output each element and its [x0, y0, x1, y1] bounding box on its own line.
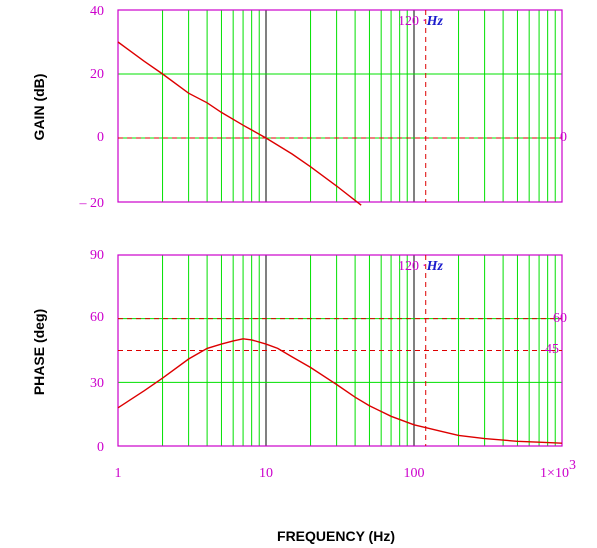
gain-marker-value: 120 [398, 14, 419, 29]
gain-marker-unit: Hz [426, 14, 444, 29]
gain-ytick-minus20: – 20 [79, 196, 105, 211]
phase-ytick-30: 30 [90, 376, 104, 391]
xtick-1000: 1×103 [540, 458, 576, 481]
gain-ytick-20: 20 [90, 67, 104, 82]
gain-ytick-0: 0 [97, 130, 104, 145]
xtick-1000-exp: 3 [569, 458, 576, 473]
phase-curve [117, 338, 563, 444]
xtick-10: 10 [259, 466, 273, 481]
xtick-100: 100 [404, 466, 425, 481]
phase-45-line-label: 45 [545, 342, 559, 357]
gain-marker-dot: · [422, 14, 427, 29]
phase-marker-unit: Hz [426, 259, 444, 274]
gain-ylabel: GAIN (dB) [31, 74, 47, 141]
gain-zero-line-label: 0 [560, 130, 567, 145]
phase-ytick-0: 0 [97, 440, 104, 455]
xtick-1000-base: 1×10 [540, 466, 569, 481]
phase-marker-value: 120 [398, 259, 419, 274]
gain-frame [117, 9, 563, 203]
xtick-1: 1 [115, 466, 122, 481]
gain-ytick-40: 40 [90, 4, 104, 19]
gain-marker-label: 120 ·Hz [398, 14, 444, 29]
phase-ytick-60: 60 [90, 310, 104, 325]
phase-marker-dot: · [422, 259, 427, 274]
chart-marks [117, 10, 563, 446]
phase-60-line-label: 60 [553, 311, 567, 326]
x-axis-label: FREQUENCY (Hz) [277, 528, 395, 544]
gain-curve [117, 41, 362, 206]
phase-marker-label: 120 ·Hz [398, 259, 444, 274]
phase-ylabel: PHASE (deg) [31, 309, 47, 395]
gain-grid [117, 9, 563, 203]
phase-ytick-90: 90 [90, 248, 104, 263]
